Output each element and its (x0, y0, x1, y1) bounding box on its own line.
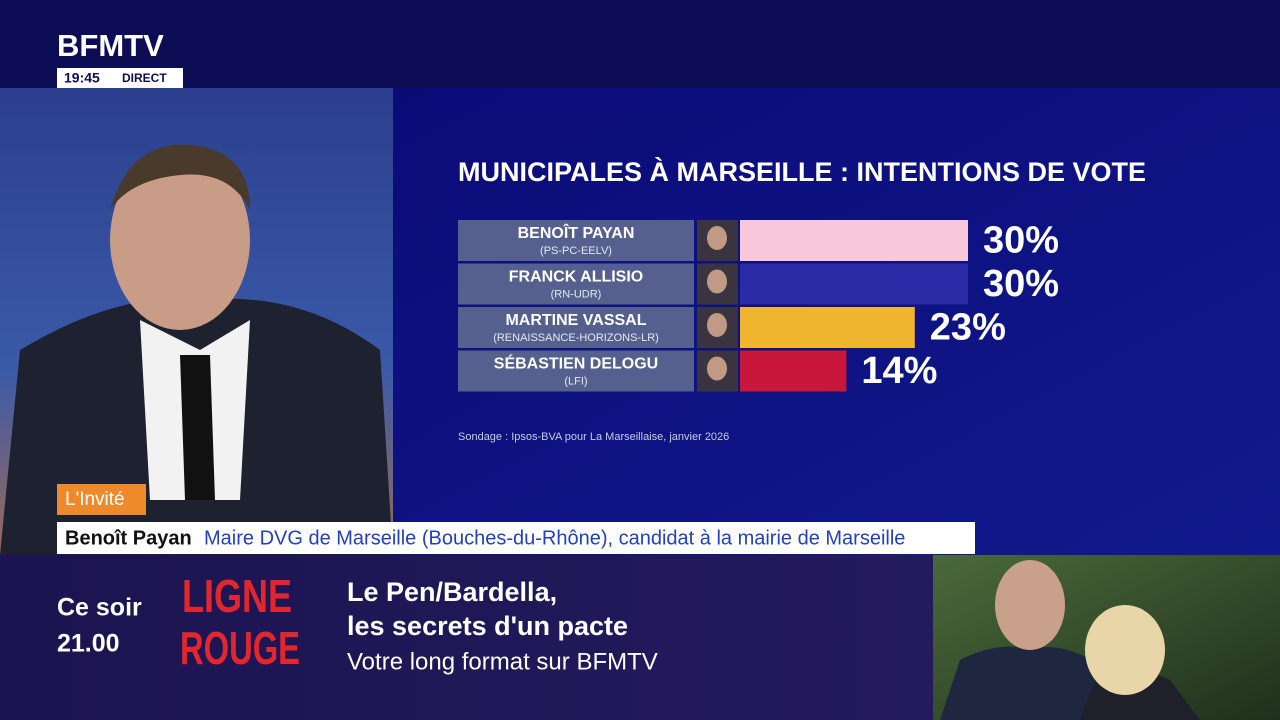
candidate-party: (PS-PC-EELV) (540, 245, 612, 257)
photo-figure (940, 646, 1110, 720)
top-band (0, 0, 1280, 88)
chart-title: MUNICIPALES À MARSEILLE : INTENTIONS DE … (458, 156, 1146, 187)
candidate-name: SÉBASTIEN DELOGU (494, 354, 658, 373)
candidate-name: FRANCK ALLISIO (509, 269, 644, 286)
portrait-face (707, 226, 727, 250)
chart-source: Sondage : Ipsos-BVA pour La Marseillaise… (458, 431, 729, 443)
clock-box (57, 68, 183, 88)
guest-head (110, 150, 250, 330)
promo-band (0, 555, 933, 720)
candidate-name: MARTINE VASSAL (505, 312, 646, 329)
bar-chart: BENOÎT PAYAN (PS-PC-EELV) 30% FRANCK ALLISI… (458, 220, 1059, 392)
tag-box (57, 484, 146, 515)
candidate-party: (RENAISSANCE-HORIZONS-LR) (493, 332, 659, 344)
portrait-face (707, 356, 727, 381)
guest-name: Benoît Payan (65, 527, 192, 549)
headline-2: les secrets d'un pacte (347, 611, 628, 641)
headline-1: Le Pen/Bardella, (347, 577, 557, 607)
live-label: DIRECT (122, 71, 167, 85)
tagline: Votre long format sur BFMTV (347, 648, 658, 675)
promo-when: Ce soir (57, 594, 142, 622)
value-label: 23% (930, 307, 1006, 349)
candidate-party: (RN-UDR) (551, 288, 602, 300)
value-label: 14% (861, 350, 937, 392)
candidate-party: (LFI) (564, 375, 587, 387)
name-strap (57, 522, 975, 554)
guest-hair (110, 144, 250, 210)
bar (740, 220, 968, 261)
portrait-face (707, 269, 727, 294)
bar (740, 350, 847, 392)
label-box (458, 263, 694, 305)
channel-logo: BFMTV (57, 28, 164, 63)
guest-role: Maire DVG de Marseille (Bouches-du-Rhône… (204, 527, 905, 549)
photo-head (995, 560, 1065, 650)
photo-head-2 (1085, 605, 1165, 695)
label-box (458, 220, 694, 261)
bar (740, 307, 915, 348)
show-name-2: ROUGE (180, 622, 300, 674)
label-box (458, 307, 694, 348)
tag: L'Invité (65, 489, 125, 510)
promo-hour: 21.00 (57, 630, 120, 658)
show-name-1: LIGNE (182, 570, 292, 622)
portrait-face (707, 313, 727, 337)
clock: 19:45 (64, 70, 100, 86)
value-label: 30% (983, 263, 1059, 305)
candidate-name: BENOÎT PAYAN (518, 223, 635, 242)
label-box (458, 350, 694, 392)
bar (740, 263, 968, 305)
guest-tie (180, 355, 215, 500)
value-label: 30% (983, 220, 1059, 262)
